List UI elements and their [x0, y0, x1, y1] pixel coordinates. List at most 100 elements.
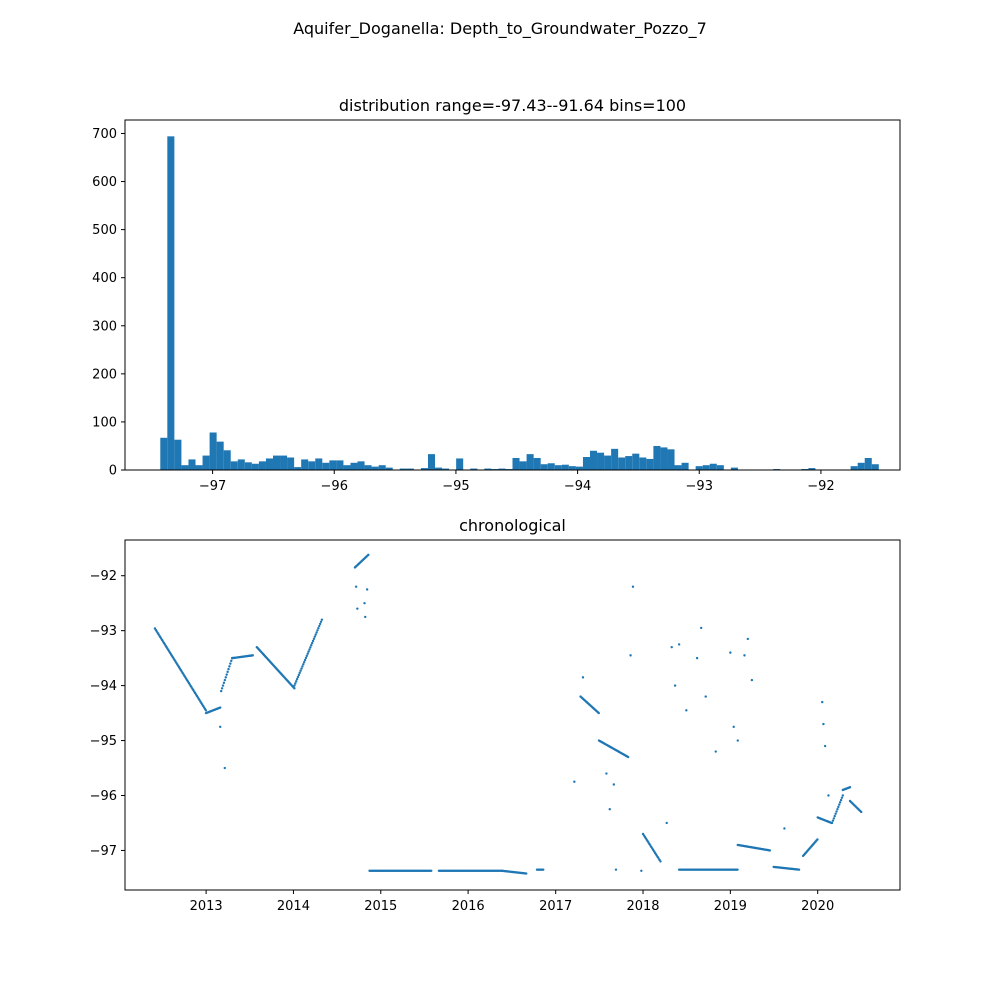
scatter-point [659, 860, 662, 863]
histogram-bar [223, 450, 231, 470]
scatter-point [313, 635, 317, 638]
histogram-bar [667, 449, 675, 470]
scatter-point [837, 805, 840, 809]
scatter-point [743, 654, 746, 657]
histogram-bar [470, 468, 478, 470]
scatter-point [597, 711, 600, 715]
histogram-bar [864, 457, 872, 470]
scatter-point [830, 821, 834, 825]
scatter-y-tick-label: −93 [90, 624, 117, 639]
scatter-point [319, 620, 323, 623]
scatter-point [834, 812, 837, 816]
histogram-bar [287, 457, 295, 470]
histogram-bar [202, 455, 210, 470]
scatter-point [364, 615, 367, 619]
scatter-point [227, 667, 230, 671]
histogram-bar [547, 463, 555, 470]
histogram-bar [188, 459, 196, 470]
histogram-bar [625, 456, 633, 470]
histogram-bar [265, 458, 273, 470]
scatter-point [608, 808, 611, 811]
scatter-x-tick-label: 2015 [364, 899, 397, 914]
histogram-bar [427, 454, 436, 470]
scatter-point [300, 667, 303, 670]
scatter-point [746, 637, 750, 641]
histogram-y-tick-label: 0 [109, 464, 117, 479]
histogram-bar [857, 462, 865, 470]
histogram-bar [871, 464, 879, 470]
scatter-point [226, 670, 229, 674]
histogram-bar [589, 450, 598, 470]
histogram-x-tick-label: −97 [199, 479, 226, 494]
scatter-point [841, 794, 845, 797]
scatter-point [310, 641, 314, 645]
scatter-point [732, 725, 735, 729]
histogram-bars [160, 136, 879, 470]
scatter-point [685, 709, 688, 712]
scatter-point [525, 872, 528, 875]
histogram-bar [597, 452, 605, 470]
scatter-point [367, 553, 370, 557]
scatter-point [670, 645, 673, 649]
scatter-point [220, 687, 224, 690]
scatter-point [297, 673, 301, 677]
histogram-bar [484, 468, 492, 470]
histogram-panel: distribution range=-97.43--91.64 bins=10… [92, 96, 901, 494]
scatter-point [581, 676, 585, 679]
histogram-bar [258, 461, 266, 470]
histogram-bar [251, 463, 259, 470]
scatter-point [823, 744, 827, 748]
histogram-y-tick-label: 700 [92, 127, 117, 142]
histogram-bar [195, 465, 203, 470]
scatter-points [153, 553, 863, 875]
histogram-bar [604, 455, 612, 470]
scatter-point [293, 684, 296, 687]
scatter-point [354, 585, 358, 588]
scatter-point [296, 675, 300, 679]
histogram-bar [272, 455, 281, 470]
histogram-bar [512, 457, 520, 470]
scatter-point [736, 739, 739, 742]
histogram-y-tick-label: 600 [92, 175, 117, 190]
histogram-bar [695, 466, 703, 470]
histogram-y-tick-label: 400 [92, 271, 117, 286]
histogram-x-tick-label: −96 [321, 479, 348, 494]
scatter-point [307, 650, 310, 653]
scatter-point [315, 631, 318, 634]
scatter-y-tick-label: −96 [90, 789, 117, 804]
histogram-x-tick-label: −93 [686, 479, 713, 494]
scatter-point [302, 663, 305, 666]
histogram-bar [533, 457, 541, 470]
histogram-bar [674, 465, 682, 470]
histogram-bar [378, 465, 386, 470]
histogram-bar [519, 461, 527, 470]
scatter-point [665, 821, 668, 825]
scatter-point [302, 661, 306, 664]
histogram-bar [209, 432, 217, 470]
scatter-ticks: 2013 2014 2015 2016 2017 2018 2019 2020 −92 −93 −9… [90, 569, 835, 914]
scatter-point [430, 869, 433, 872]
scatter-point [309, 646, 312, 649]
scatter-point [294, 682, 297, 685]
scatter-y-tick-label: −94 [90, 679, 117, 694]
histogram-bar [315, 458, 323, 470]
scatter-point [640, 869, 643, 872]
scatter-point [673, 684, 677, 687]
scatter-point [310, 643, 313, 647]
histogram-bar [653, 445, 661, 470]
histogram-bar [308, 461, 316, 470]
histogram-x-tick-label: −92 [807, 479, 834, 494]
scatter-point [229, 662, 232, 665]
scatter-point [312, 637, 316, 641]
scatter-point [714, 750, 717, 753]
scatter-point [573, 780, 576, 783]
scatter-point [221, 684, 225, 687]
scatter-point [797, 868, 801, 871]
scatter-point [204, 709, 208, 712]
histogram-title: distribution range=-97.43--91.64 bins=10… [339, 96, 686, 115]
scatter-point [816, 838, 819, 841]
figure-title: Aquifer_Doganella: Depth_to_Groundwater_… [293, 19, 707, 39]
histogram-y-tick-label: 300 [92, 319, 117, 334]
histogram-bar [850, 466, 858, 470]
scatter-point [298, 671, 301, 675]
